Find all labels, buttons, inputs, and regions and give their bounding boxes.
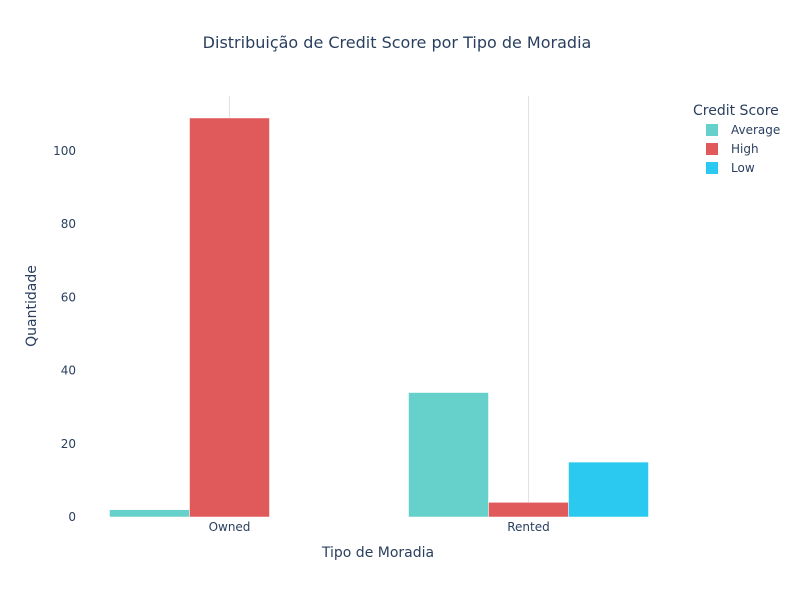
- legend-item-average[interactable]: Average: [706, 123, 780, 137]
- bar-high-rented[interactable]: [488, 502, 569, 518]
- x-axis-title: Tipo de Moradia: [321, 545, 434, 561]
- legend-title: Credit Score: [693, 103, 779, 119]
- legend-swatch: [706, 162, 718, 174]
- bar-high-owned[interactable]: [189, 117, 270, 518]
- y-tick-label: 100: [53, 144, 76, 158]
- y-tick-label: 20: [61, 437, 76, 451]
- bar-average-rented[interactable]: [408, 392, 489, 518]
- x-axis-ticks: Owned Rented: [209, 520, 550, 534]
- y-axis-ticks: 0 20 40 60 80 100: [53, 144, 76, 524]
- bars: [109, 117, 649, 518]
- y-tick-label: 40: [61, 364, 76, 378]
- legend-item-high[interactable]: High: [706, 142, 759, 156]
- legend-swatch: [706, 124, 718, 136]
- y-tick-label: 0: [68, 510, 76, 524]
- y-tick-label: 60: [61, 290, 76, 304]
- legend: Credit Score Average High Low: [693, 103, 780, 175]
- legend-label: Average: [731, 123, 780, 137]
- legend-label: Low: [731, 161, 755, 175]
- legend-swatch: [706, 143, 718, 155]
- legend-label: High: [731, 142, 759, 156]
- legend-item-low[interactable]: Low: [706, 161, 755, 175]
- y-tick-label: 80: [61, 217, 76, 231]
- x-tick-label: Rented: [507, 520, 550, 534]
- x-tick-label: Owned: [209, 520, 251, 534]
- bar-low-rented[interactable]: [568, 461, 649, 518]
- y-axis-title: Quantidade: [24, 265, 40, 347]
- bar-average-owned[interactable]: [109, 509, 190, 518]
- chart-title: Distribuição de Credit Score por Tipo de…: [203, 33, 592, 52]
